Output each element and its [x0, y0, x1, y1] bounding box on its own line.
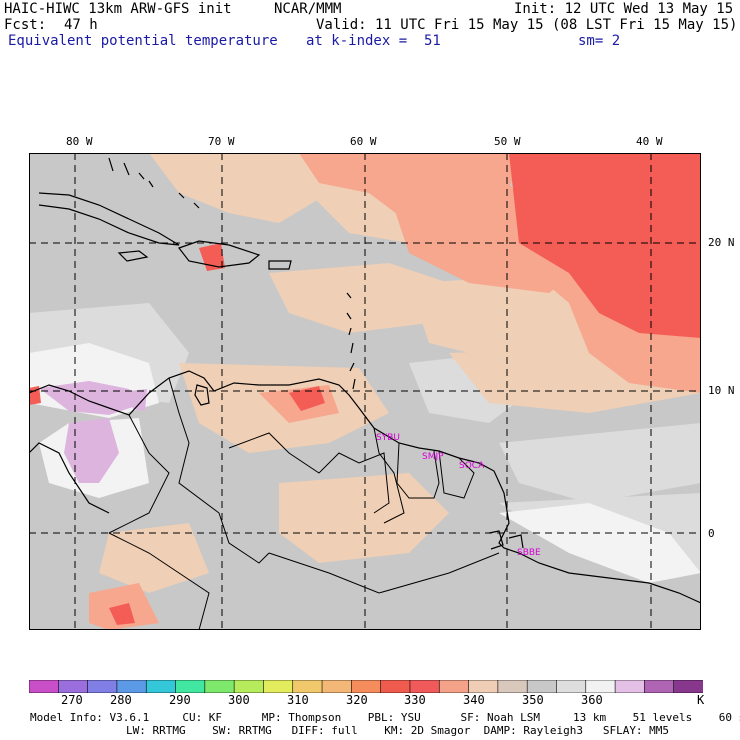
colorbar-swatch [585, 680, 616, 693]
colorbar-swatch [116, 680, 148, 693]
colorbar-swatch [497, 680, 528, 693]
colorbar [29, 680, 703, 693]
lon-label-80w: 80 W [66, 135, 93, 148]
colorbar-label-340: 340 [463, 693, 485, 707]
colorbar-swatch [526, 680, 558, 693]
colorbar-label-330: 330 [404, 693, 426, 707]
valid-time: Valid: 11 UTC Fri 15 May 15 (08 LST Fri … [316, 17, 738, 33]
colorbar-swatch [644, 680, 675, 693]
model-title: HAIC-HIWC 13km ARW-GFS init [4, 1, 232, 17]
model-info-line2: LW: RRTMG SW: RRTMG DIFF: full KM: 2D Sm… [126, 724, 670, 737]
colorbar-swatch [87, 680, 118, 693]
colorbar-swatch [438, 680, 470, 693]
station-sybu: SYBU [376, 433, 400, 443]
colorbar-label-320: 320 [346, 693, 368, 707]
forecast-label: Fcst: [4, 17, 47, 33]
lon-label-40w: 40 W [636, 135, 663, 148]
country-borders [108, 377, 500, 630]
colorbar-swatch [614, 680, 646, 693]
lon-label-50w: 50 W [494, 135, 521, 148]
colorbar-swatch [145, 680, 177, 693]
lat-lon-grid [29, 153, 701, 630]
forecast-hour: 47 h [64, 17, 98, 33]
red-regions [29, 153, 701, 625]
model-info-line1: Model Info: V3.6.1 CU: KF MP: Thompson P… [30, 711, 740, 724]
colorbar-label-300: 300 [228, 693, 250, 707]
map-frame [29, 153, 701, 630]
colorbar-label-290: 290 [169, 693, 191, 707]
colorbar-label-270: 270 [61, 693, 83, 707]
colorbar-swatch [29, 680, 60, 693]
org-label: NCAR/MMM [274, 1, 342, 17]
colorbar-swatch [409, 680, 441, 693]
colorbar-swatch [351, 680, 382, 693]
coastlines [29, 157, 701, 604]
station-smjp: SMJP [422, 452, 444, 462]
colorbar-swatch [468, 680, 499, 693]
theta-e-map: SYBU SMJP SOCA SBBE [29, 153, 701, 630]
station-soca: SOCA [459, 461, 485, 471]
level-index: at k-index = 51 [306, 33, 441, 49]
colorbar-label-280: 280 [110, 693, 132, 707]
colorbar-swatch [292, 680, 323, 693]
colorbar-swatch [263, 680, 294, 693]
colorbar-swatch [204, 680, 235, 693]
lon-label-70w: 70 W [208, 135, 235, 148]
colorbar-swatch [233, 680, 265, 693]
smoothing-value: sm= 2 [578, 33, 621, 49]
station-sbbe: SBBE [517, 548, 541, 558]
colorbar-unit: K [697, 693, 705, 707]
field-name: Equivalent potential temperature [8, 33, 278, 49]
colorbar-swatch [57, 680, 89, 693]
colorbar-label-350: 350 [522, 693, 544, 707]
colorbar-label-360: 360 [581, 693, 603, 707]
colorbar-swatch [380, 680, 411, 693]
lat-label-20n: 20 N [708, 236, 735, 249]
colorbar-swatch [556, 680, 587, 693]
lat-label-10n: 10 N [708, 384, 735, 397]
colorbar-swatch [321, 680, 353, 693]
lat-label-0: 0 [708, 527, 715, 540]
colorbar-swatch [673, 680, 703, 693]
colorbar-swatch [175, 680, 206, 693]
lon-label-60w: 60 W [350, 135, 377, 148]
init-time: Init: 12 UTC Wed 13 May 15 [514, 1, 734, 17]
colorbar-label-310: 310 [287, 693, 309, 707]
